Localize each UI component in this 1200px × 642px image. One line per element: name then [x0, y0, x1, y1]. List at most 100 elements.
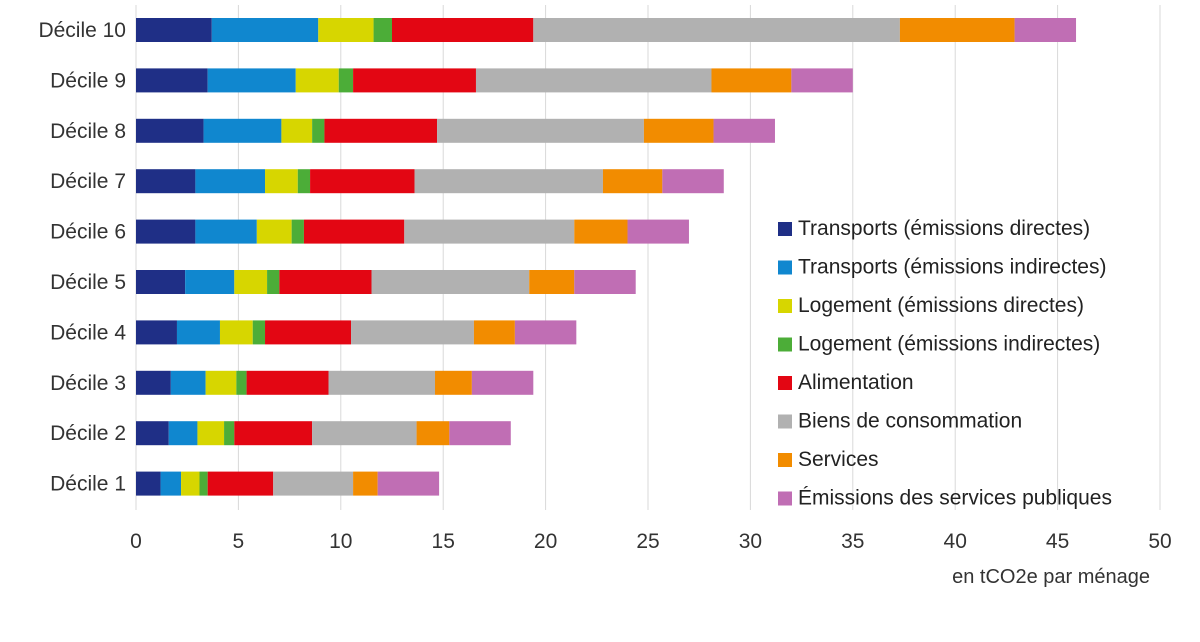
bar-segment: [256, 219, 292, 244]
category-labels: Décile 10 Décile 9 Décile 8 Décile 7 Décile …: [38, 19, 126, 496]
legend-swatch: [778, 453, 792, 467]
legend-swatch: [778, 414, 792, 429]
x-tick-label: 15: [432, 530, 455, 553]
legend-label: Logement (émissions indirectes): [798, 333, 1100, 356]
bar-segment: [207, 471, 274, 496]
category-label: Décile 3: [50, 372, 126, 395]
bar-segment: [170, 370, 206, 395]
category-label: Décile 2: [50, 422, 126, 445]
bar-segment: [136, 18, 212, 42]
bar-segment: [281, 118, 313, 143]
legend-label: Biens de consommation: [798, 410, 1022, 433]
legend-label: Transports (émissions directes): [798, 217, 1090, 240]
x-tick-label: 50: [1148, 530, 1171, 553]
bar-segment: [265, 320, 352, 345]
bar-segment: [1014, 18, 1077, 42]
legend-swatch: [778, 491, 792, 506]
bar-segment: [324, 118, 438, 143]
category-label: Décile 8: [50, 120, 126, 143]
bar-segment: [136, 270, 186, 294]
bar-segment: [574, 270, 636, 294]
bar-segment: [449, 421, 511, 446]
bar-segment: [273, 471, 354, 496]
bar-segment: [471, 370, 534, 395]
bar-segment: [136, 219, 196, 244]
x-tick-label: 25: [636, 530, 659, 553]
category-label: Décile 6: [50, 221, 126, 244]
bar-segment: [377, 471, 440, 496]
category-label: Décile 5: [50, 271, 126, 294]
bar-segment: [176, 320, 220, 345]
bar-segment: [136, 68, 208, 93]
bar-segment: [373, 18, 392, 42]
legend-swatch: [778, 299, 792, 313]
bar-segment: [514, 320, 577, 345]
legend-label: Alimentation: [798, 371, 914, 394]
bar-segment: [297, 169, 311, 194]
bar-segment: [267, 270, 280, 294]
bar-segment: [437, 118, 644, 143]
bar-segment: [791, 68, 853, 93]
category-label: Décile 9: [50, 69, 126, 92]
category-label: Décile 1: [50, 473, 126, 496]
bar-segment: [414, 169, 603, 194]
bar-segment: [371, 270, 530, 294]
bar-segment: [899, 18, 1015, 42]
bar-segment: [312, 421, 417, 446]
bar-segment: [185, 270, 235, 294]
bar-segment: [312, 118, 325, 143]
bar-segment: [473, 320, 515, 345]
bar-segment: [529, 270, 575, 294]
bar-segment: [602, 169, 663, 194]
bar-segment: [199, 471, 208, 496]
bar-segment: [265, 169, 298, 194]
bar-segment: [168, 421, 198, 446]
bar-segment: [303, 219, 405, 244]
category-label: Décile 10: [38, 19, 126, 42]
bar-segment: [252, 320, 266, 345]
category-label: Décile 7: [50, 170, 126, 193]
bar-segment: [291, 219, 304, 244]
bar-segment: [136, 421, 169, 446]
legend-swatch: [778, 337, 792, 352]
legend-label: Émissions des services publiques: [798, 487, 1112, 510]
bar-segment: [711, 68, 792, 93]
bar-segment: [195, 219, 257, 244]
bar-segment: [136, 320, 177, 345]
legend: Transports (émissions directes) Transport…: [778, 217, 1112, 510]
bar-segment: [279, 270, 372, 294]
x-tick-label: 20: [534, 530, 557, 553]
bar-segment: [643, 118, 714, 143]
bars: [136, 18, 1077, 496]
legend-label: Services: [798, 448, 879, 471]
bar-segment: [627, 219, 689, 244]
legend-label: Logement (émissions directes): [798, 294, 1084, 317]
x-tick-label: 10: [329, 530, 352, 553]
bar-segment: [136, 169, 196, 194]
bar-segment: [353, 68, 476, 93]
x-tick-label: 35: [841, 530, 864, 553]
legend-swatch: [778, 260, 792, 275]
x-tick-label: 40: [944, 530, 967, 553]
bar-segment: [181, 471, 200, 496]
x-axis-title: en tCO2e par ménage: [952, 566, 1150, 588]
bar-segment: [203, 118, 282, 143]
bar-segment: [328, 370, 436, 395]
bar-segment: [662, 169, 724, 194]
bar-segment: [211, 18, 319, 42]
bar-segment: [246, 370, 329, 395]
x-tick-labels: 0 5 10 15 20 25 30 35 40 45 50: [130, 530, 1172, 553]
bar-segment: [310, 169, 415, 194]
bar-segment: [338, 68, 354, 93]
bar-segment: [404, 219, 575, 244]
bar-segment: [224, 421, 235, 446]
bar-segment: [136, 118, 204, 143]
bar-segment: [136, 471, 161, 496]
bar-segment: [574, 219, 628, 244]
bar-segment: [197, 421, 225, 446]
bar-segment: [195, 169, 266, 194]
legend-swatch: [778, 222, 792, 236]
x-tick-label: 5: [233, 530, 245, 553]
bar-segment: [234, 270, 268, 294]
